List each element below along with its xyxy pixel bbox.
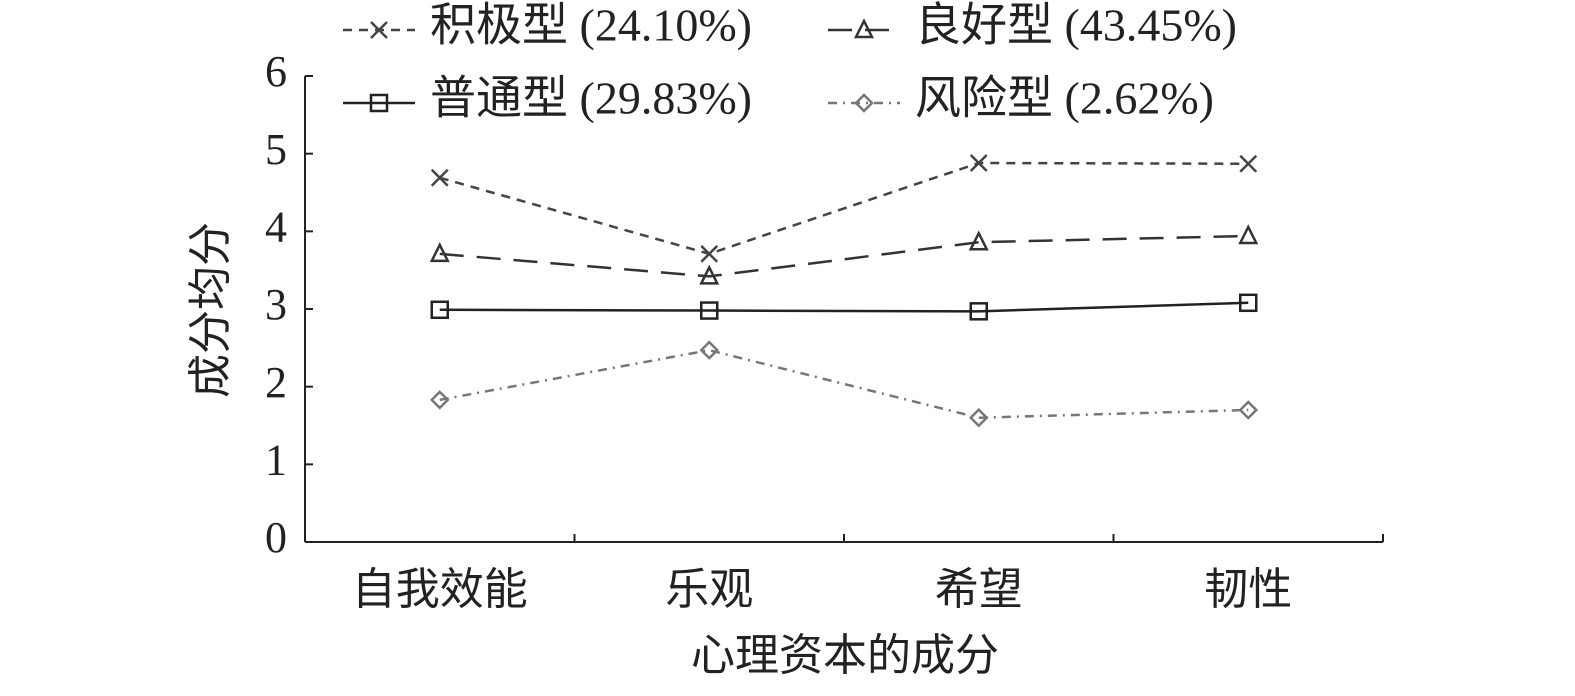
y-tick-label: 4 <box>265 202 287 251</box>
marker <box>430 168 449 187</box>
y-tick-label: 5 <box>265 125 287 174</box>
marker <box>968 407 989 428</box>
marker <box>1239 154 1258 173</box>
marker <box>853 18 875 39</box>
series <box>430 293 1258 321</box>
marker <box>430 300 449 320</box>
x-tick-label: 乐观 <box>665 565 753 614</box>
series <box>429 340 1259 428</box>
legend-item: 普通型 (29.83%) <box>343 73 752 124</box>
series <box>430 154 1258 263</box>
marker <box>968 230 989 251</box>
legend-item: 积极型 (24.10%) <box>343 0 752 51</box>
x-tick-label: 韧性 <box>1204 565 1292 614</box>
marker <box>700 244 719 263</box>
y-tick-label: 0 <box>265 513 287 562</box>
series-line <box>439 234 1249 278</box>
legend-label: 风险型 (2.62%) <box>915 73 1214 124</box>
legend-item: 风险型 (2.62%) <box>828 73 1214 124</box>
marker <box>699 340 720 360</box>
x-tick-label: 希望 <box>935 565 1023 614</box>
marker <box>700 301 719 320</box>
marker <box>1239 293 1258 313</box>
x-tick-label: 自我效能 <box>352 565 528 614</box>
marker <box>969 302 988 321</box>
marker <box>854 93 874 113</box>
legend-label: 普通型 (29.83%) <box>430 73 752 124</box>
legend-label: 积极型 (24.10%) <box>430 0 752 51</box>
legend-item: 良好型 (43.45%) <box>828 0 1237 51</box>
marker <box>699 264 720 285</box>
y-tick-label: 2 <box>265 358 287 407</box>
x-axis-title: 心理资本的成分 <box>691 631 999 680</box>
y-axis-title: 成分均分 <box>186 222 235 398</box>
series-line <box>439 301 1249 313</box>
y-tick-label: 1 <box>265 435 287 484</box>
legend-label: 良好型 (43.45%) <box>915 0 1237 51</box>
y-tick-label: 3 <box>265 280 287 329</box>
marker <box>369 93 389 113</box>
series <box>429 224 1259 285</box>
marker <box>1238 400 1259 420</box>
y-tick-label: 6 <box>265 47 287 96</box>
marker <box>429 390 450 410</box>
marker <box>1238 224 1259 245</box>
series-line <box>439 348 1249 419</box>
marker <box>969 154 988 172</box>
series-line <box>439 161 1249 256</box>
marker <box>370 21 388 39</box>
marker <box>429 242 450 263</box>
